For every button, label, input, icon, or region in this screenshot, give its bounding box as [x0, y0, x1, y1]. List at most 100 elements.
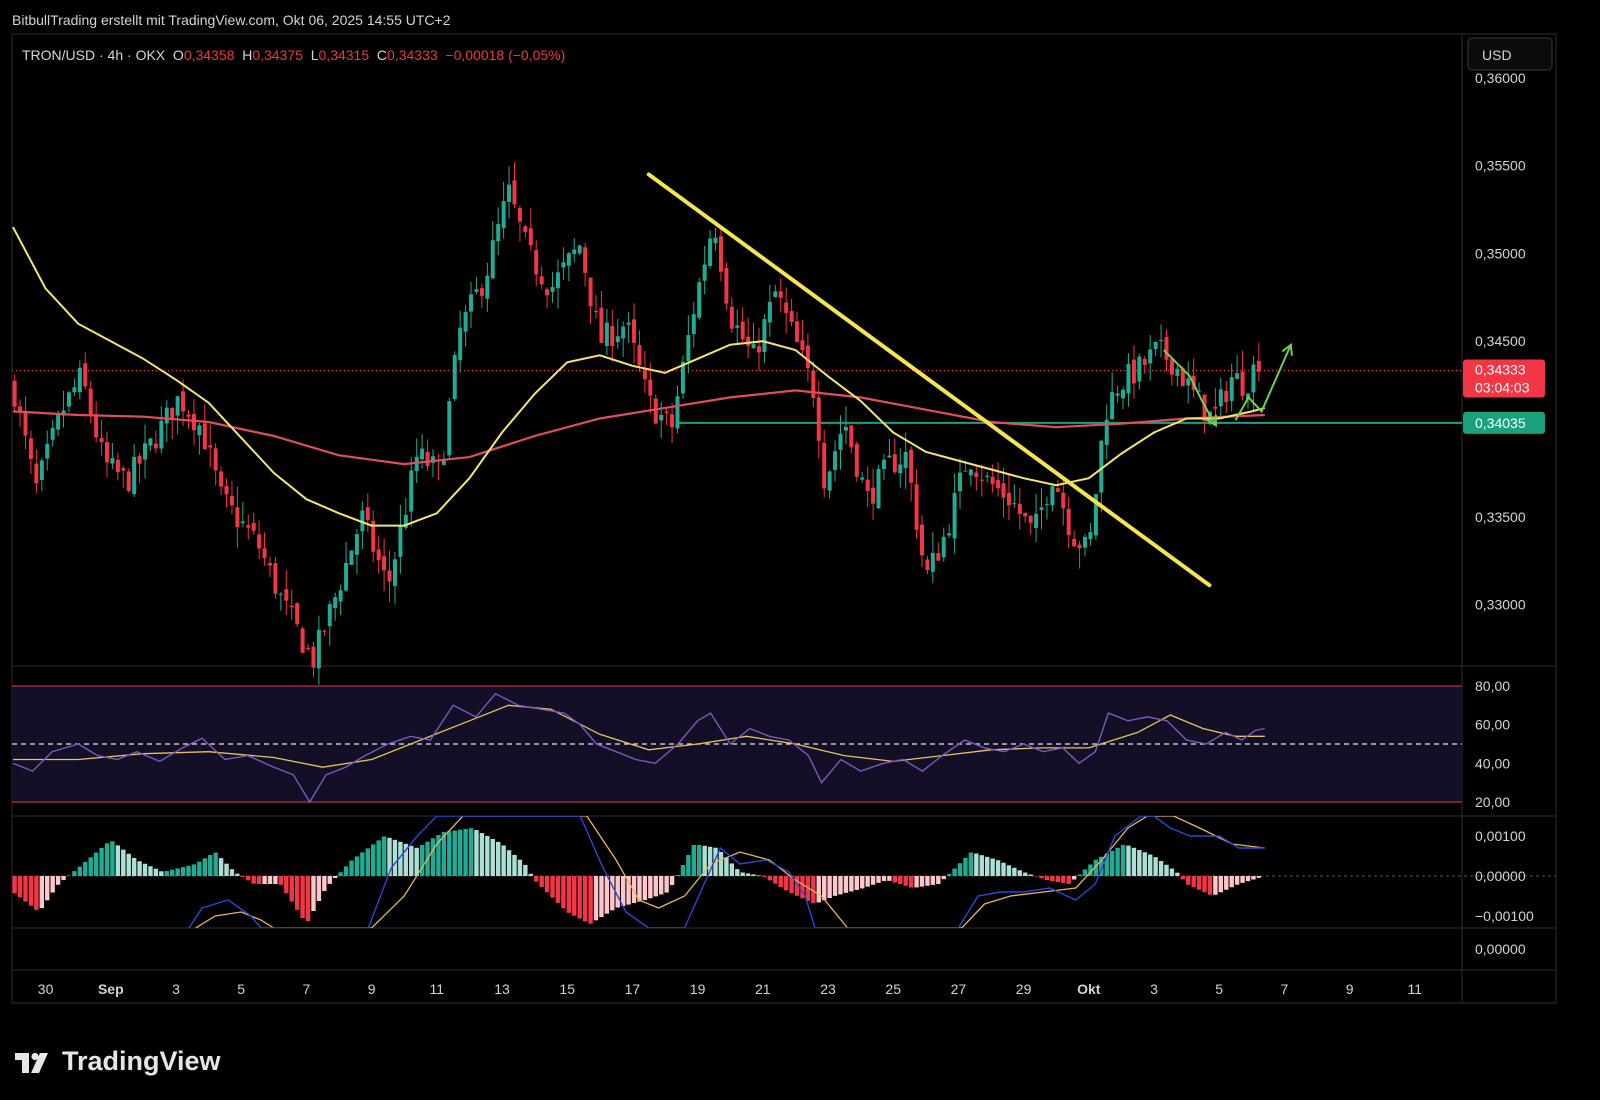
candle-body — [148, 438, 153, 446]
macd-histogram-bar — [506, 850, 512, 876]
candle-body — [919, 524, 924, 556]
macd-histogram-bar — [115, 845, 121, 876]
candle-body — [1197, 390, 1202, 392]
macd-histogram-bar — [294, 876, 300, 910]
candle-body — [593, 310, 598, 313]
macd-histogram-bar — [686, 855, 691, 876]
candle-body — [28, 438, 33, 459]
macd-tick-label: 0,00100 — [1475, 828, 1526, 844]
rsi-signal-line — [13, 704, 1265, 768]
price-tick-label: 0,33000 — [1475, 597, 1526, 613]
price-tick-label: 0,35500 — [1475, 158, 1526, 174]
candle-body — [1213, 406, 1218, 409]
macd-histogram-bar — [925, 876, 930, 886]
macd-histogram-bar — [208, 855, 213, 876]
candle-body — [577, 245, 582, 254]
support-price-label: 0,34035 — [1475, 415, 1526, 431]
macd-histogram-bar — [191, 864, 197, 876]
candle-body — [50, 427, 55, 440]
candle-body — [1164, 337, 1169, 360]
macd-histogram-bar — [745, 873, 751, 876]
macd-histogram-bar — [39, 876, 44, 909]
macd-histogram-bar — [941, 876, 946, 880]
projected-arrow — [1234, 344, 1292, 421]
macd-histogram-bar — [218, 858, 224, 876]
tradingview-brand: TradingView — [14, 1046, 221, 1077]
macd-histogram-bar — [1251, 876, 1256, 880]
candle-body — [1186, 378, 1191, 386]
macd-histogram-bar — [968, 852, 974, 876]
macd-histogram-bar — [474, 830, 479, 876]
macd-histogram-bar — [1180, 876, 1185, 880]
candle-body — [262, 548, 267, 559]
macd-histogram-bar — [550, 876, 555, 898]
candle-body — [1115, 393, 1120, 396]
candle-body — [1251, 364, 1256, 393]
candle-body — [871, 487, 876, 504]
candle-body — [1055, 488, 1060, 492]
candle-body — [202, 423, 207, 450]
candle-body — [1175, 368, 1180, 376]
price-tick-label: 0,34500 — [1475, 333, 1526, 349]
candle-body — [387, 570, 392, 582]
candle-body — [811, 370, 816, 398]
macd-histogram-bar — [495, 841, 501, 876]
macd-histogram-bar — [843, 876, 849, 893]
candle-body — [1088, 532, 1093, 540]
time-tick-label: 17 — [625, 981, 641, 997]
macd-histogram-bar — [1066, 876, 1071, 884]
macd-histogram-bar — [974, 853, 979, 876]
macd-histogram-bar — [180, 867, 186, 876]
macd-histogram-bar — [1191, 876, 1196, 888]
candle-body — [1044, 504, 1049, 506]
candle-body — [1077, 544, 1082, 549]
macd-histogram-bar — [1001, 862, 1006, 876]
chart-attribution: BitbullTrading erstellt mit TradingView.… — [12, 12, 451, 28]
candle-body — [409, 470, 414, 512]
macd-histogram-bar — [642, 876, 648, 901]
macd-histogram-bar — [865, 876, 870, 887]
macd-histogram-bar — [148, 866, 153, 876]
macd-histogram-bar — [892, 876, 898, 883]
macd-histogram-bar — [398, 841, 403, 876]
macd-histogram-bar — [1099, 856, 1104, 876]
macd-histogram-bar — [658, 876, 664, 895]
time-tick-label: 21 — [755, 981, 771, 997]
time-tick-label: 23 — [820, 981, 836, 997]
macd-histogram-bar — [1055, 876, 1061, 882]
macd-histogram-bar — [371, 844, 376, 876]
time-tick-label: 3 — [1150, 981, 1158, 997]
candles — [12, 162, 1261, 685]
macd-histogram-bar — [881, 876, 887, 881]
macd-histogram-bar — [278, 876, 284, 885]
candle-body — [664, 411, 669, 414]
candle-body — [235, 507, 240, 527]
macd-histogram-bar — [251, 876, 256, 884]
macd-histogram-bar — [1234, 876, 1240, 885]
currency-button[interactable] — [1467, 37, 1553, 71]
candle-body — [469, 294, 474, 312]
macd-histogram-bar — [93, 852, 99, 876]
macd-histogram-bar — [419, 845, 425, 876]
candle-body — [1169, 359, 1174, 375]
candle-body — [713, 237, 718, 244]
macd-line — [188, 816, 1265, 928]
candle-body — [539, 276, 544, 285]
macd-histogram-bar — [849, 876, 854, 892]
macd-histogram-bar — [588, 876, 593, 924]
macd-histogram-bar — [952, 868, 957, 876]
macd-histogram-bar — [1088, 864, 1093, 876]
time-tick-label: 5 — [237, 981, 245, 997]
macd-histogram-bar — [110, 841, 115, 876]
time-tick-label: 5 — [1215, 981, 1223, 997]
macd-histogram-bar — [392, 839, 398, 876]
macd-histogram-bar — [479, 833, 485, 876]
candle-body — [479, 288, 484, 296]
candle-body — [860, 477, 865, 480]
candle-body — [164, 407, 169, 424]
candle-body — [430, 456, 435, 463]
macd-histogram-bar — [995, 860, 1001, 876]
macd-histogram-bar — [534, 876, 539, 882]
macd-histogram-bar — [517, 859, 523, 876]
